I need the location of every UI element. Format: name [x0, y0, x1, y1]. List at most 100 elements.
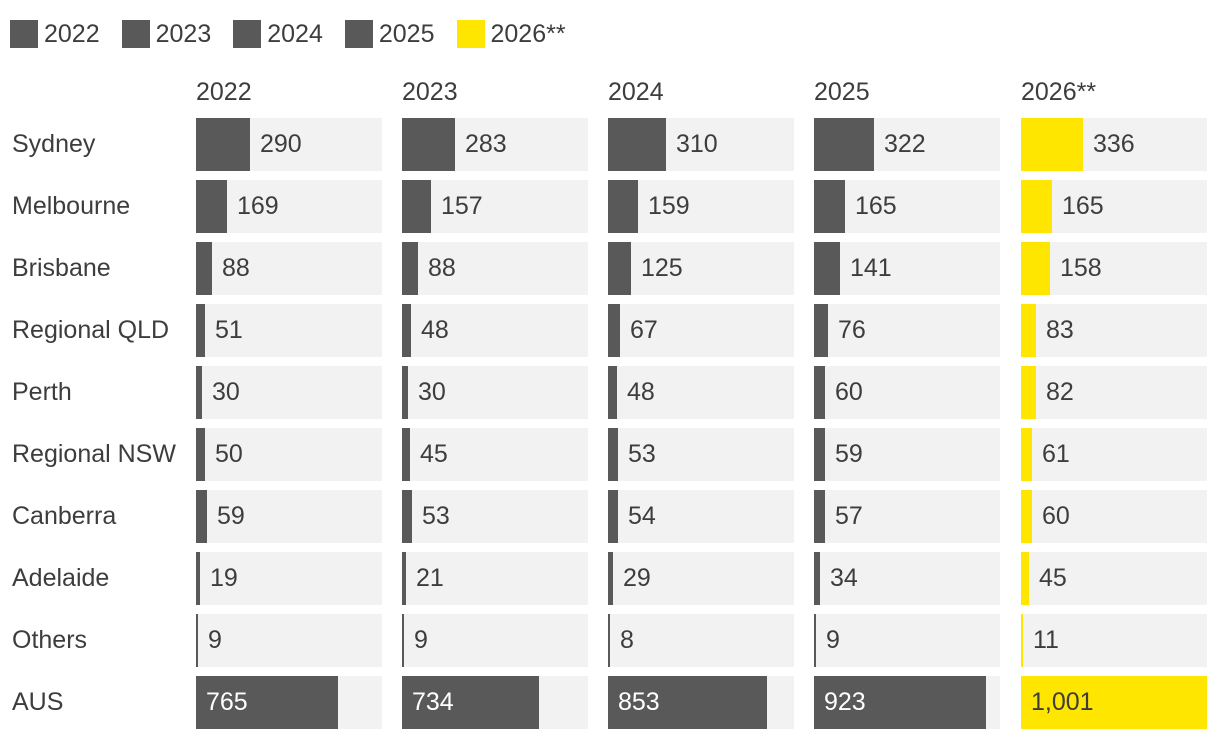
legend-item: 2025: [344, 20, 435, 48]
data-label: 165: [855, 192, 897, 220]
bar: [402, 180, 431, 233]
bar-cell: 322: [814, 118, 1000, 171]
legend-item: 2023: [121, 20, 212, 48]
data-label: 30: [418, 378, 446, 406]
bar: [1021, 428, 1032, 481]
bar: [196, 180, 227, 233]
bar-cell: 88: [196, 242, 382, 295]
data-label: 310: [676, 130, 718, 158]
bar: [608, 180, 638, 233]
data-label: 923: [824, 688, 866, 716]
row-label: Canberra: [12, 502, 117, 530]
legend-swatch: [456, 20, 485, 48]
data-label: 54: [628, 502, 656, 530]
bar: [1021, 180, 1052, 233]
bar-cell: 67: [608, 304, 794, 357]
bar: [608, 304, 620, 357]
row-label: Regional NSW: [12, 440, 176, 468]
data-label: 336: [1093, 130, 1135, 158]
bar-cell: 60: [814, 366, 1000, 419]
bar-cell: 169: [196, 180, 382, 233]
legend-swatch: [10, 20, 38, 48]
legend-swatch: [233, 20, 262, 48]
bar-cell: 83: [1021, 304, 1207, 357]
data-label: 88: [222, 254, 250, 282]
data-label: 82: [1046, 378, 1074, 406]
bar: [608, 614, 610, 667]
bar: [1021, 242, 1050, 295]
bar: [196, 428, 205, 481]
data-label: 9: [208, 626, 222, 654]
bar-cell: 30: [196, 366, 382, 419]
bar: [196, 366, 202, 419]
total-cell: 1,001: [1021, 676, 1207, 729]
legend-label: 2023: [155, 20, 212, 48]
bar-cell: 51: [196, 304, 382, 357]
bar-cell: 125: [608, 242, 794, 295]
bar: [402, 614, 404, 667]
data-label: 67: [630, 316, 658, 344]
bar-cell: 158: [1021, 242, 1207, 295]
data-label: 34: [830, 564, 858, 592]
data-label: 48: [421, 316, 449, 344]
bar: [608, 366, 617, 419]
data-label: 76: [838, 316, 866, 344]
bar: [402, 490, 412, 543]
bar-cell: 34: [814, 552, 1000, 605]
column-header: 2022: [196, 78, 252, 106]
row-label: Melbourne: [12, 192, 131, 220]
bar-cell: 8: [608, 614, 794, 667]
column-header: 2024: [608, 78, 664, 106]
bar: [814, 242, 840, 295]
data-label: 9: [826, 626, 840, 654]
data-label: 60: [1042, 502, 1070, 530]
bar: [196, 242, 212, 295]
row-label: Others: [12, 626, 88, 654]
bar-cell: 57: [814, 490, 1000, 543]
data-label: 765: [206, 688, 248, 716]
bar: [1021, 304, 1036, 357]
bar-cell: 76: [814, 304, 1000, 357]
data-label: 158: [1060, 254, 1102, 282]
bar-cell: 290: [196, 118, 382, 171]
bar: [608, 242, 631, 295]
bar-cell: 48: [608, 366, 794, 419]
bar: [1021, 490, 1032, 543]
bar-cell: 157: [402, 180, 588, 233]
bar: [196, 552, 200, 605]
bar: [608, 428, 618, 481]
bar-cell: 283: [402, 118, 588, 171]
data-label: 53: [422, 502, 450, 530]
total-cell: 734: [402, 676, 588, 729]
total-cell: 765: [196, 676, 382, 729]
legend-swatch: [121, 20, 150, 48]
legend-swatch: [344, 20, 373, 48]
bar: [402, 552, 406, 605]
data-label: 88: [428, 254, 456, 282]
bar-cell: 141: [814, 242, 1000, 295]
total-bar: [196, 676, 338, 729]
legend-label: 2022: [44, 20, 100, 48]
total-bar: [608, 676, 767, 729]
row-label: Brisbane: [12, 254, 111, 282]
data-label: 45: [420, 440, 448, 468]
data-label: 45: [1039, 564, 1067, 592]
row-label: Regional QLD: [12, 316, 170, 344]
data-label: 125: [641, 254, 683, 282]
bar-cell: 19: [196, 552, 382, 605]
legend-item: 2022: [10, 20, 100, 48]
legend-label: 2025: [378, 20, 435, 48]
bar-cell: 336: [1021, 118, 1207, 171]
bar-cell: 45: [402, 428, 588, 481]
bar-cell: 159: [608, 180, 794, 233]
bar-cell: 45: [1021, 552, 1207, 605]
legend-item: 2024: [233, 20, 323, 48]
bar: [1021, 552, 1029, 605]
data-label: 50: [215, 440, 243, 468]
bar-cell: 30: [402, 366, 588, 419]
bar-cell: 48: [402, 304, 588, 357]
bar-cell: 310: [608, 118, 794, 171]
bar: [814, 304, 828, 357]
bar-cell: 21: [402, 552, 588, 605]
bar: [814, 614, 816, 667]
